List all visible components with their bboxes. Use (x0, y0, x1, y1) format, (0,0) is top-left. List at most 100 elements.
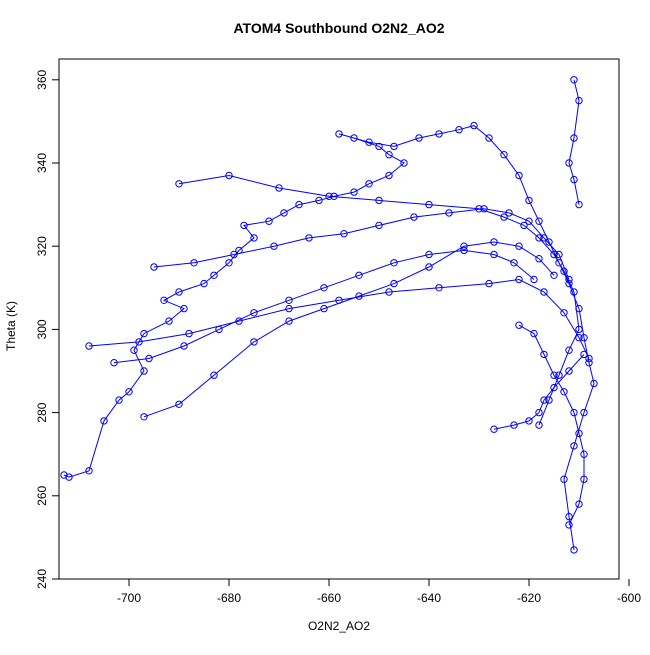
data-point (435, 130, 443, 138)
series-line-0 (63, 125, 595, 550)
data-point (270, 242, 278, 250)
data-point (250, 338, 258, 346)
data-point (410, 213, 418, 221)
x-tick-label: -620 (517, 591, 541, 605)
data-point (210, 371, 218, 379)
data-point (570, 442, 578, 450)
data-point (580, 408, 588, 417)
data-point (555, 371, 563, 379)
data-point (515, 242, 523, 250)
data-point (535, 217, 543, 225)
data-point (390, 142, 398, 151)
data-point (575, 96, 583, 105)
data-point (560, 475, 568, 483)
y-tick-label: 320 (35, 236, 49, 256)
data-point (515, 171, 523, 180)
data-point (565, 346, 573, 354)
data-point (540, 234, 548, 242)
data-point (215, 325, 223, 334)
data-point (560, 309, 568, 317)
data-point (515, 275, 523, 284)
data-point (375, 221, 383, 230)
data-point (570, 175, 578, 184)
data-point (490, 238, 498, 246)
data-point (575, 334, 583, 342)
data-point (570, 134, 578, 142)
data-point (535, 421, 543, 429)
data-point (210, 271, 218, 279)
plot-frame (58, 58, 620, 580)
data-point (490, 425, 498, 433)
data-point (585, 354, 593, 363)
data-point (455, 126, 463, 134)
data-point (350, 134, 358, 142)
y-axis-label: Theta (K) (4, 301, 18, 351)
data-point (535, 234, 543, 242)
data-point (285, 304, 293, 313)
data-point (100, 417, 108, 425)
data-point (365, 138, 373, 146)
data-point (190, 259, 198, 267)
data-point (325, 192, 333, 201)
data-point (485, 134, 493, 142)
data-point (280, 209, 288, 217)
data-point (480, 205, 488, 213)
data-point (525, 196, 533, 205)
data-point (175, 400, 183, 408)
data-point (570, 408, 578, 417)
data-point (525, 417, 533, 425)
data-point (575, 200, 583, 209)
data-point (390, 259, 398, 267)
data-point (425, 200, 433, 209)
data-point (570, 76, 578, 84)
data-point (535, 255, 543, 263)
data-point (60, 471, 68, 479)
plot-frame-group (58, 58, 620, 580)
y-tick-label: 340 (35, 153, 49, 173)
data-point (110, 359, 118, 367)
data-point (165, 317, 173, 325)
data-point (565, 521, 573, 529)
data-point (400, 159, 408, 167)
series-group (60, 76, 598, 554)
data-point (355, 271, 363, 279)
data-point (565, 279, 573, 288)
data-point (275, 184, 283, 192)
data-point (175, 180, 183, 188)
data-point (545, 396, 553, 404)
data-point (415, 134, 423, 142)
data-point (575, 500, 583, 508)
data-point (460, 246, 468, 255)
x-tick-label: -680 (217, 591, 241, 605)
data-point (140, 367, 148, 375)
data-point (540, 350, 548, 359)
data-point (425, 250, 433, 259)
data-point (520, 221, 528, 230)
data-point (550, 250, 558, 259)
data-point (580, 334, 588, 342)
data-point (390, 279, 398, 288)
series-line-4 (153, 208, 570, 280)
data-point (550, 371, 558, 379)
series-line-3 (143, 241, 555, 418)
data-point (385, 151, 393, 159)
data-point (435, 284, 443, 292)
data-point (355, 292, 363, 300)
data-point (470, 121, 478, 130)
data-point (375, 142, 383, 151)
data-point (565, 367, 573, 375)
series-line-6 (518, 324, 585, 526)
data-point (175, 288, 183, 296)
x-tick-label: -700 (117, 591, 141, 605)
data-point (580, 350, 588, 359)
x-tick-label: -640 (417, 591, 441, 605)
data-point (565, 275, 573, 284)
data-point (510, 421, 518, 429)
data-point (180, 304, 188, 313)
data-point (200, 279, 208, 288)
series-line-2 (88, 278, 590, 359)
data-point (375, 196, 383, 205)
